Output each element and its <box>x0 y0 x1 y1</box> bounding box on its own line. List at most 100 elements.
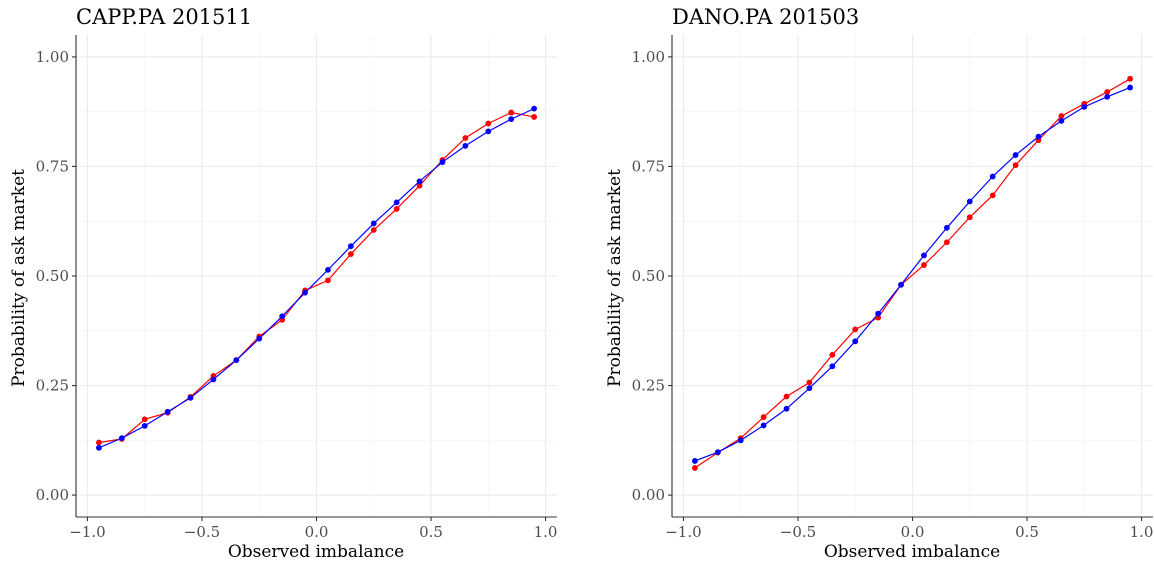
data-point-0 <box>943 239 950 246</box>
data-point-0 <box>1058 113 1065 119</box>
axes <box>72 35 557 521</box>
data-point-0 <box>485 120 492 127</box>
y-tick-label: 0.50 <box>36 267 69 285</box>
data-point-0 <box>966 214 973 221</box>
data-point-1 <box>1127 84 1133 91</box>
y-tick-label: 0.00 <box>632 486 665 504</box>
data-point-1 <box>508 116 515 123</box>
data-point-1 <box>462 142 469 149</box>
data-point-1 <box>966 198 973 205</box>
data-point-0 <box>325 277 331 284</box>
x-tick-label: 1.0 <box>1130 523 1154 541</box>
series-line-1 <box>98 108 535 449</box>
data-point-0 <box>829 351 836 358</box>
data-point-1 <box>279 313 286 320</box>
x-tick-label: −0.5 <box>184 523 220 541</box>
data-point-1 <box>96 444 102 451</box>
x-tick-label: 1.0 <box>534 523 558 541</box>
y-tick-label: 1.00 <box>632 48 665 66</box>
data-point-1 <box>210 376 217 383</box>
data-point-1 <box>1012 152 1019 158</box>
data-point-1 <box>921 252 927 259</box>
data-point-1 <box>370 220 377 227</box>
data-point-1 <box>1058 117 1065 124</box>
y-tick-label: 0.25 <box>632 377 665 395</box>
data-point-1 <box>485 128 492 135</box>
series-group <box>692 75 1133 471</box>
x-tick-label: −0.5 <box>780 523 816 541</box>
data-point-0 <box>692 465 698 471</box>
x-axis-label: Observed imbalance <box>228 542 404 562</box>
data-point-1 <box>760 422 767 429</box>
data-point-0 <box>462 135 469 141</box>
data-point-1 <box>187 394 194 401</box>
data-point-1 <box>898 281 904 288</box>
data-point-1 <box>1081 103 1088 110</box>
data-point-1 <box>347 243 354 250</box>
y-tick-label: 0.50 <box>632 267 665 285</box>
y-tick-label: 1.00 <box>36 48 69 66</box>
data-point-1 <box>393 199 400 206</box>
y-tick-label: 0.00 <box>36 486 69 504</box>
y-tick-label: 0.75 <box>632 157 665 175</box>
x-tick-label: −1.0 <box>665 523 701 541</box>
data-point-1 <box>118 435 125 442</box>
data-point-0 <box>416 182 423 189</box>
data-point-1 <box>806 385 813 392</box>
data-point-0 <box>1104 89 1111 95</box>
data-point-1 <box>302 289 308 296</box>
data-point-1 <box>531 105 537 112</box>
y-tick-labels: 0.00 0.25 0.50 0.75 1.00 <box>36 48 69 504</box>
data-point-1 <box>714 449 721 456</box>
data-point-1 <box>692 458 698 464</box>
x-axis-label: Observed imbalance <box>824 542 1000 562</box>
data-point-1 <box>943 224 950 231</box>
data-point-0 <box>1127 75 1133 82</box>
x-tick-label: 0.5 <box>419 523 443 541</box>
data-point-0 <box>852 326 859 333</box>
data-point-0 <box>989 192 996 199</box>
data-point-1 <box>256 335 263 342</box>
x-tick-label: −1.0 <box>69 523 105 541</box>
data-point-1 <box>989 173 996 180</box>
data-point-1 <box>325 266 331 273</box>
x-tick-label: 0.5 <box>1015 523 1039 541</box>
gridlines <box>672 35 1153 517</box>
data-point-1 <box>875 310 882 317</box>
data-point-0 <box>760 414 767 420</box>
x-tick-labels: −1.0 −0.5 0.0 0.5 1.0 <box>665 523 1153 541</box>
data-point-0 <box>370 227 377 233</box>
x-tick-label: 0.0 <box>305 523 329 541</box>
data-point-0 <box>141 416 148 423</box>
y-tick-label: 0.75 <box>36 157 69 175</box>
y-tick-labels: 0.00 0.25 0.50 0.75 1.00 <box>632 48 665 504</box>
x-tick-label: 0.0 <box>901 523 925 541</box>
data-point-1 <box>416 178 423 185</box>
data-point-0 <box>508 109 515 116</box>
chart-panel-capp: CAPP.PA 201511 −1.0 −0.5 0.0 0.5 1.0 0.00 0.2… <box>9 5 557 562</box>
chart-title: DANO.PA 201503 <box>672 5 859 29</box>
data-point-0 <box>347 251 354 257</box>
data-point-1 <box>233 357 240 364</box>
x-tick-labels: −1.0 −0.5 0.0 0.5 1.0 <box>69 523 557 541</box>
y-tick-label: 0.25 <box>36 377 69 395</box>
data-point-0 <box>806 379 813 386</box>
gridlines <box>76 35 557 517</box>
data-point-1 <box>829 363 836 370</box>
data-point-0 <box>921 262 927 268</box>
axes <box>668 35 1153 521</box>
data-point-0 <box>96 439 102 446</box>
series-group <box>96 105 537 451</box>
y-axis-label: Probability of ask market <box>605 169 625 387</box>
data-point-1 <box>737 437 744 444</box>
data-point-1 <box>783 405 790 412</box>
data-point-1 <box>439 159 446 165</box>
data-point-1 <box>1035 133 1042 140</box>
series-line-1 <box>694 87 1131 462</box>
data-point-1 <box>1104 93 1111 100</box>
y-axis-label: Probability of ask market <box>9 169 29 387</box>
data-point-0 <box>783 393 790 400</box>
data-point-0 <box>531 114 537 120</box>
chart-panel-dano: DANO.PA 201503 −1.0 −0.5 0.0 0.5 1.0 0.00 0.2… <box>605 5 1153 562</box>
